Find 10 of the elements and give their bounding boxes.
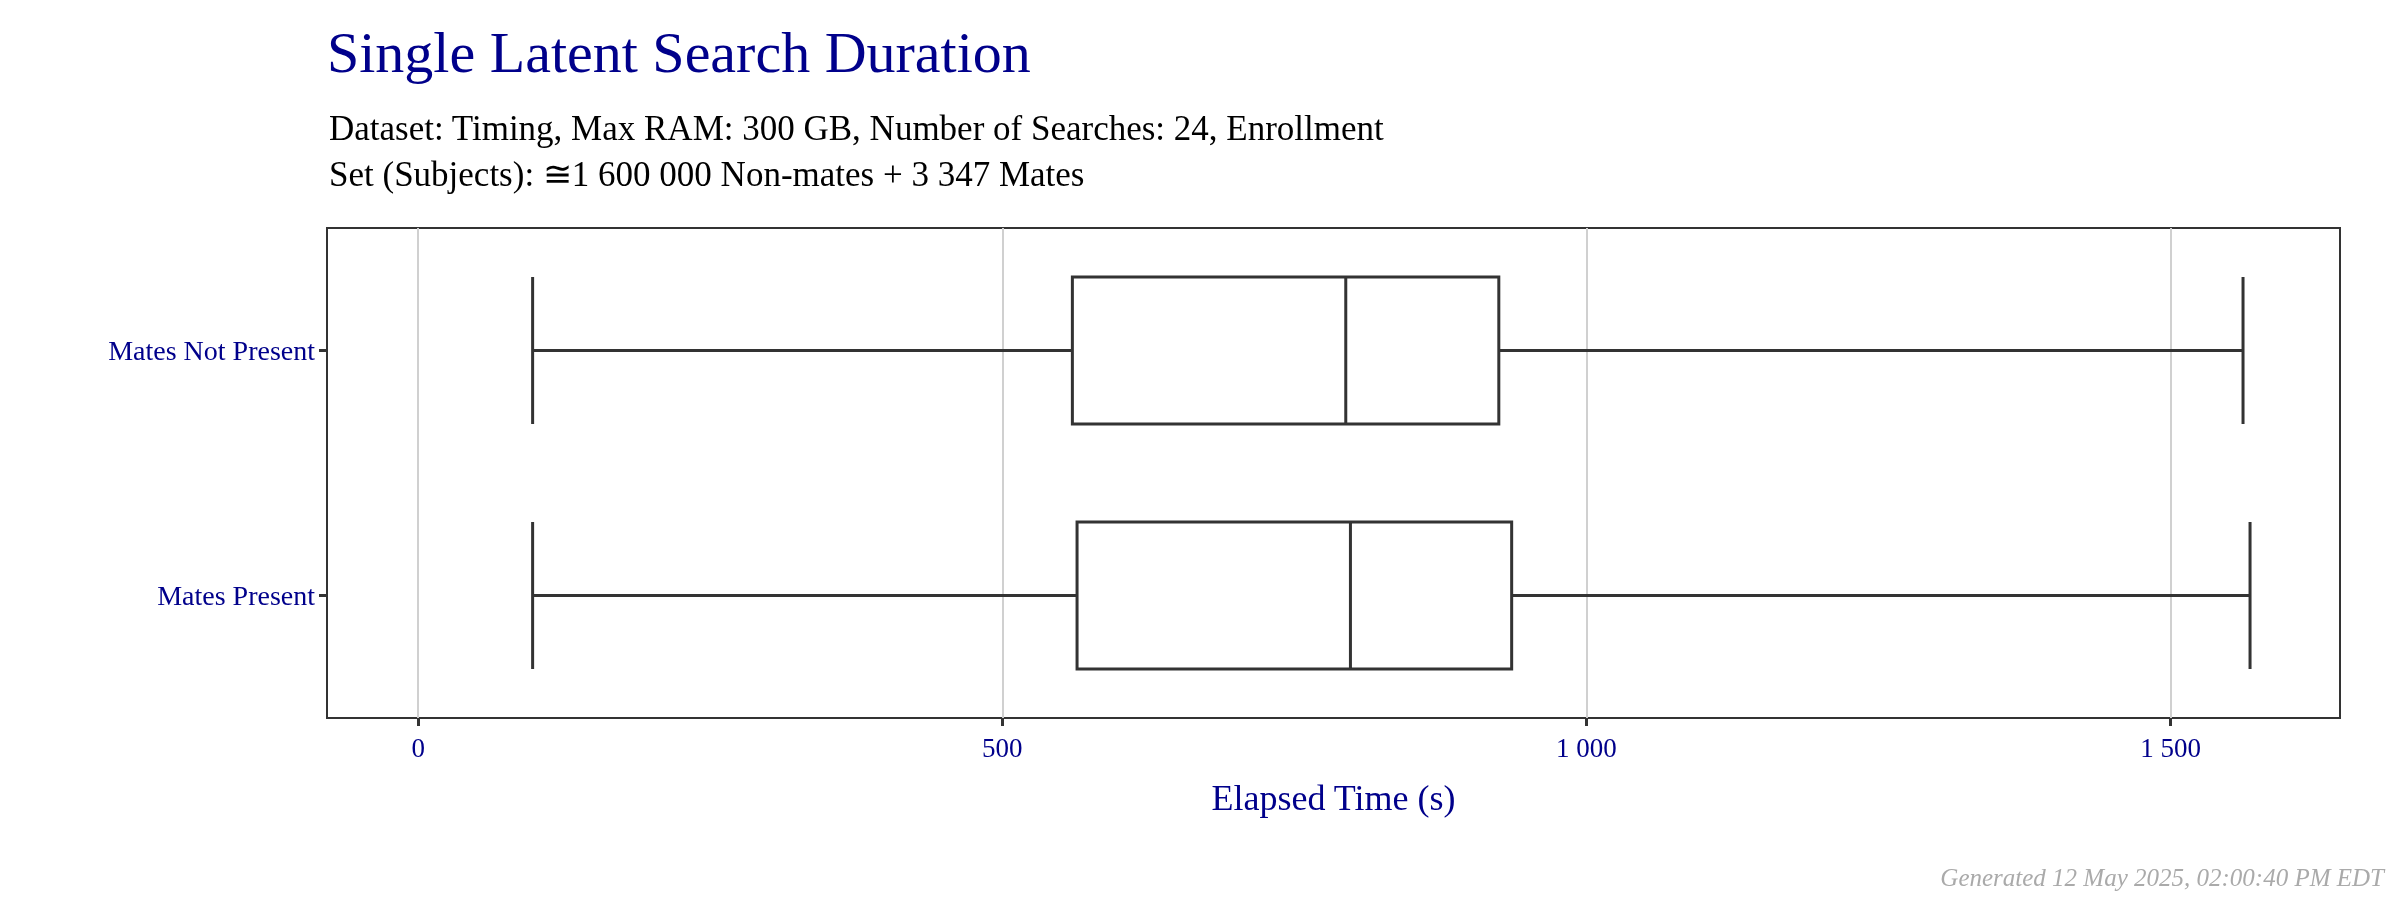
chart-subtitle: Dataset: Timing, Max RAM: 300 GB, Number of Searches: 24, Enrollment Set (Subjects): ≅1 600 000 Non-mates + 3 347 Mates: [329, 108, 1393, 194]
x-tick-label: 1 500: [2140, 732, 2201, 763]
chart-title: Single Latent Search Duration: [327, 19, 1031, 85]
x-tick-label: 0: [411, 732, 425, 763]
x-tick-label: 500: [982, 732, 1023, 763]
y-tick-label: Mates Present: [157, 580, 316, 611]
x-axis-title: Elapsed Time (s): [1211, 778, 1456, 818]
x-tick-label: 1 000: [1556, 732, 1617, 763]
text: Generated 12 May 2025, 02:00:40 PM EDT: [1940, 864, 2387, 891]
y-tick-label: Mates Not Present: [108, 335, 316, 366]
